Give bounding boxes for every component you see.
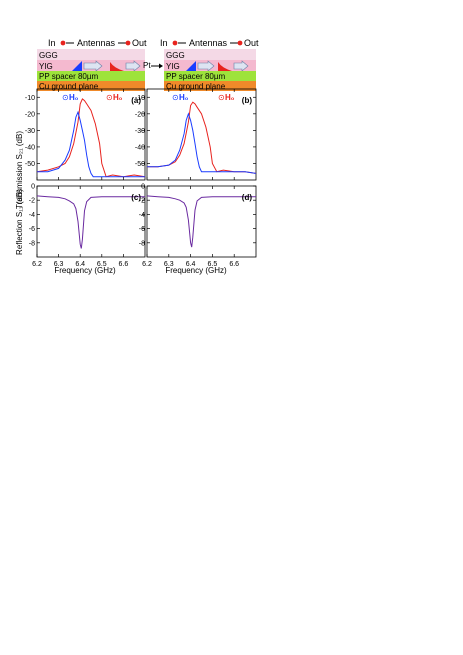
y-tick-label: -4 <box>29 212 35 219</box>
y-axis-label-transmission: Transmission S₂₁ (dB) <box>15 131 24 209</box>
x-tick-label: 6.5 <box>97 261 107 268</box>
panel-label: (b) <box>242 96 253 105</box>
series-line-purple <box>36 195 145 249</box>
spin-wave-arrow-icon <box>125 60 141 72</box>
y-tick-label: 0 <box>141 184 145 191</box>
series-line-blue <box>37 110 145 178</box>
panel-a: (a)-10-20-30-40-50 <box>25 88 146 181</box>
x-tick-label: 6.4 <box>75 261 85 268</box>
in-label: In <box>160 38 168 48</box>
y-tick-label: -30 <box>135 128 145 135</box>
layer-pp-spacer <box>37 71 145 81</box>
antennas-label: Antennas <box>77 38 116 48</box>
field-minus-icon: ⊙ <box>172 93 179 102</box>
schematic-left: In Antennas Out GGG YIG PP spacer 80µm C… <box>37 38 147 102</box>
antennas-label: Antennas <box>189 38 228 48</box>
field-minus-label: H₀ <box>69 93 79 102</box>
field-minus-icon: ⊙ <box>62 93 69 102</box>
layer-cu-label: Cu ground plane <box>166 82 226 91</box>
x-tick-label: 6.6 <box>119 261 129 268</box>
red-wave-profile-icon <box>110 62 124 71</box>
x-tick-label: 6.2 <box>32 261 42 268</box>
field-plus-label: H₀ <box>225 93 235 102</box>
y-tick-label: -4 <box>139 212 145 219</box>
y-tick-label: -6 <box>29 226 35 233</box>
y-tick-label: 0 <box>31 184 35 191</box>
field-minus-label: H₀ <box>179 93 189 102</box>
panel-d: (d) 6.2 6.3 6.4 6.5 6.6 0 -2 -4 -6 -8 <box>139 184 257 268</box>
y-tick-label: -40 <box>25 144 35 151</box>
layer-ggg <box>164 49 256 60</box>
x-axis-label-left: Frequency (GHz) <box>54 266 116 275</box>
y-tick-label: -50 <box>135 161 145 168</box>
x-tick-label: 6.4 <box>186 261 196 268</box>
series-line-blue <box>147 112 257 174</box>
layer-ggg-label: GGG <box>166 51 185 60</box>
y-tick-label: -2 <box>139 198 145 205</box>
x-tick-label: 6.2 <box>142 261 152 268</box>
red-wave-profile-icon <box>218 62 232 71</box>
layer-ggg <box>37 49 145 60</box>
schematic-right: In Antennas Out Pt GGG YIG PP spacer 80µ… <box>143 38 259 102</box>
out-port-icon <box>125 40 131 46</box>
plot-frame <box>36 88 146 181</box>
plot-frame <box>36 185 146 258</box>
panel-label: (c) <box>131 193 141 202</box>
out-label: Out <box>244 38 259 48</box>
y-tick-label: -30 <box>25 128 35 135</box>
x-tick-label: 6.6 <box>229 261 239 268</box>
y-tick-label: -8 <box>29 240 35 247</box>
field-plus-icon: ⊙ <box>218 93 225 102</box>
layer-cu <box>164 81 256 91</box>
y-tick-label: -40 <box>135 144 145 151</box>
pt-label: Pt <box>143 61 151 70</box>
series-line-red <box>36 98 146 178</box>
pt-arrow-head-icon <box>159 63 163 69</box>
plot-frame <box>146 88 257 181</box>
x-tick-label: 6.3 <box>164 261 174 268</box>
panel-b: (b) -10 -20 -30 -40 -50 <box>135 88 257 181</box>
panel-c: (c) 6.2 6.3 6.4 6.5 6.6 0 -2 -4 -6 -8 <box>29 184 146 268</box>
spin-wave-arrow-icon <box>197 60 215 72</box>
in-port-icon <box>60 40 66 46</box>
y-axis-label-reflection: Reflection S₁₁ (dB) <box>15 189 24 255</box>
y-tick-label: -10 <box>135 95 145 102</box>
y-tick-label: -8 <box>139 240 145 247</box>
layer-pp-label: PP spacer 80µm <box>166 72 225 81</box>
blue-wave-profile-icon <box>186 61 196 71</box>
y-tick-label: -10 <box>25 95 35 102</box>
panel-label: (d) <box>242 193 253 202</box>
blue-wave-profile-icon <box>72 61 82 71</box>
y-tick-label: -50 <box>25 161 35 168</box>
layer-pp-label: PP spacer 80µm <box>39 72 98 81</box>
plot-frame <box>146 185 257 258</box>
x-axis-label-right: Frequency (GHz) <box>165 266 227 275</box>
out-port-icon <box>237 40 243 46</box>
layer-ggg-label: GGG <box>39 51 58 60</box>
layer-yig-label: YIG <box>166 62 180 71</box>
plot-panels: (a)-10-20-30-40-50(b)-10-20-30-40-50(c)6… <box>25 88 257 268</box>
y-tick-label: -20 <box>135 111 145 118</box>
x-tick-label: 6.5 <box>208 261 218 268</box>
field-plus-icon: ⊙ <box>106 93 113 102</box>
layer-cu-label: Cu ground plane <box>39 82 99 91</box>
y-tick-label: -20 <box>25 111 35 118</box>
y-tick-label: -6 <box>139 226 145 233</box>
series-line-purple <box>146 195 256 248</box>
series-line-red <box>147 101 257 174</box>
spin-wave-arrow-icon <box>233 60 249 72</box>
panel-label: (a) <box>131 96 141 105</box>
x-tick-label: 6.3 <box>54 261 64 268</box>
spin-wave-arrow-icon <box>83 60 103 72</box>
layer-cu <box>37 81 145 91</box>
in-port-icon <box>172 40 178 46</box>
layer-pp-spacer <box>164 71 256 81</box>
in-label: In <box>48 38 56 48</box>
layer-yig-label: YIG <box>39 62 53 71</box>
field-plus-label: H₀ <box>113 93 123 102</box>
out-label: Out <box>132 38 147 48</box>
y-tick-label: -2 <box>29 198 35 205</box>
